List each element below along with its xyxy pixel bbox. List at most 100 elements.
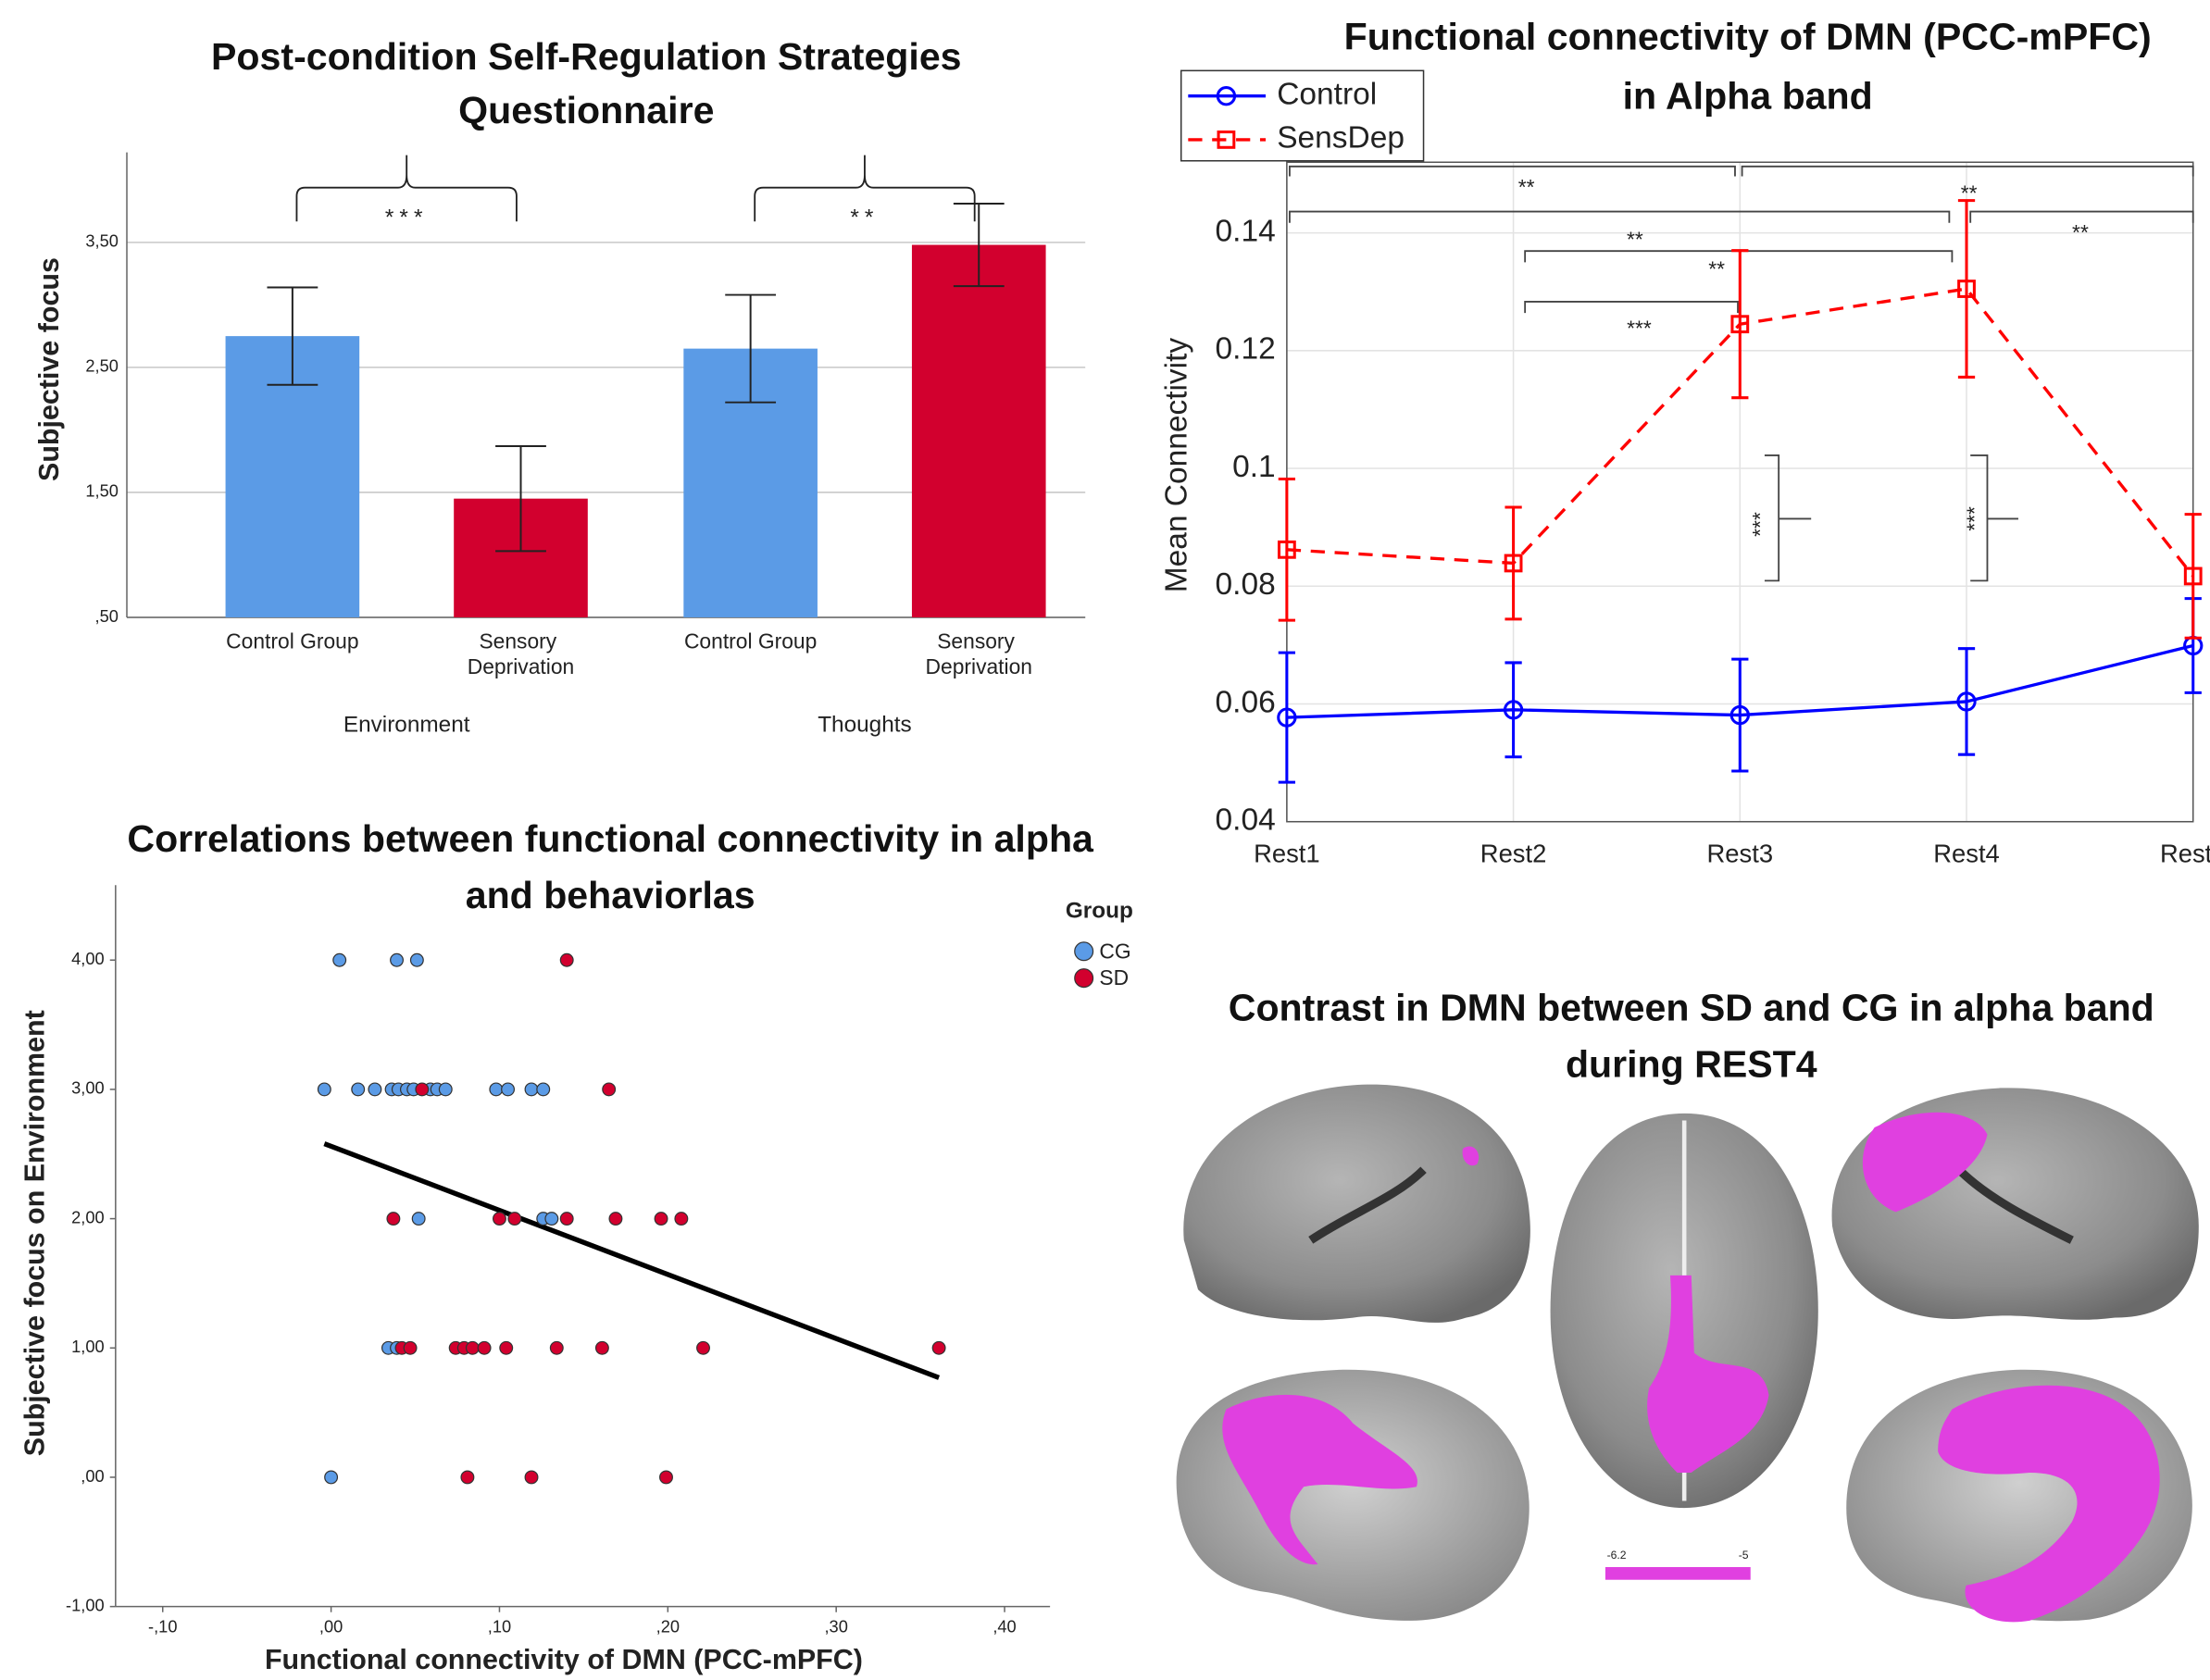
y-axis-label: Subjective focus on Environment (19, 1010, 51, 1456)
chart-title: Questionnaire (458, 89, 714, 131)
figure: Post-condition Self-Regulation Strategie… (0, 0, 2210, 1680)
y-tick-label: 0.04 (1216, 803, 1276, 838)
brain-lateral-left (1183, 1085, 1530, 1323)
y-tick-label: 0.12 (1216, 332, 1276, 367)
x-tick-label: Rest1 (1254, 839, 1320, 867)
point (660, 1471, 673, 1484)
point (932, 1341, 945, 1354)
y-tick-label: 2,50 (85, 356, 119, 376)
x-tick-label: Rest2 (1480, 839, 1547, 867)
x-tick-label: ,30 (824, 1616, 847, 1636)
x-tick-label: ,00 (319, 1616, 343, 1636)
y-tick-label: ,50 (94, 606, 118, 626)
point (596, 1341, 609, 1354)
point (333, 953, 346, 966)
bar (912, 245, 1046, 617)
chart-title: during REST4 (1566, 1042, 1817, 1085)
point (502, 1083, 515, 1096)
point (560, 1213, 573, 1226)
point (325, 1471, 338, 1484)
point (697, 1341, 710, 1354)
y-tick-label: 4,00 (71, 949, 105, 968)
point (500, 1341, 513, 1354)
y-axis-label: Mean Connectivity (1160, 338, 1194, 593)
significance-bracket (1290, 167, 1735, 177)
legend-marker (1075, 942, 1093, 961)
x-tick-label: ,10 (488, 1616, 511, 1636)
y-tick-label: ,00 (81, 1466, 104, 1486)
point (545, 1213, 558, 1226)
brain-medial-left (1177, 1370, 1530, 1621)
x-group-label: Thoughts (818, 713, 912, 738)
significance-bracket (1742, 167, 2193, 177)
legend-marker (1075, 969, 1093, 988)
significance-label: *** (1962, 506, 1986, 531)
significance-label: ** (1518, 175, 1535, 199)
legend-title: Group (1066, 899, 1133, 924)
y-tick-label: 2,00 (71, 1207, 105, 1226)
x-tick-label: Sensory Deprivation (926, 628, 1032, 678)
point (467, 1341, 480, 1354)
regression-line (324, 1144, 939, 1378)
chart-title: Post-condition Self-Regulation Strategie… (211, 35, 962, 78)
colorbar-label: -6.2 (1607, 1549, 1627, 1562)
x-tick-label: ,40 (993, 1616, 1016, 1636)
point (404, 1341, 417, 1354)
point (461, 1471, 474, 1484)
point (439, 1083, 452, 1096)
point (525, 1083, 538, 1096)
x-tick-label: Control Group (226, 628, 358, 653)
point (352, 1083, 365, 1096)
chart-title: in Alpha band (1623, 75, 1873, 118)
point (560, 953, 573, 966)
point (493, 1213, 506, 1226)
point (655, 1213, 668, 1226)
point (368, 1083, 381, 1096)
y-tick-label: 1,50 (85, 481, 119, 501)
significance-label: *** (385, 205, 429, 230)
point (412, 1213, 425, 1226)
point (603, 1083, 616, 1096)
x-tick-label: -,10 (148, 1616, 177, 1636)
point (609, 1213, 622, 1226)
significance-label: *** (1748, 512, 1772, 537)
chart-title: and behaviorlas (466, 874, 755, 916)
legend-label: Control (1277, 78, 1377, 112)
y-tick-label: 1,00 (71, 1337, 105, 1356)
significance-bracket (1290, 212, 1949, 223)
point (550, 1341, 563, 1354)
legend-label: SensDep (1277, 121, 1405, 156)
point (411, 953, 424, 966)
x-tick-label: ,20 (656, 1616, 680, 1636)
colorbar-label: -5 (1739, 1549, 1749, 1562)
legend-label: SD (1099, 965, 1129, 989)
y-tick-label: 0.1 (1232, 450, 1276, 484)
point (318, 1083, 331, 1096)
point (416, 1083, 429, 1096)
significance-label: ** (1627, 228, 1643, 252)
chart-title: Contrast in DMN between SD and CG in alp… (1229, 987, 2154, 1029)
x-tick-label: Control Group (684, 628, 817, 653)
y-tick-label: 0.14 (1216, 214, 1276, 248)
point (508, 1213, 521, 1226)
brain-images (1177, 1085, 2199, 1623)
chart-title: Correlations between functional connecti… (127, 817, 1094, 860)
significance-label: ** (850, 205, 879, 230)
point (525, 1471, 538, 1484)
significance-label: ** (2072, 220, 2089, 244)
x-group-label: Environment (343, 713, 470, 738)
y-tick-label: 0.08 (1216, 567, 1276, 602)
point (387, 1213, 400, 1226)
y-tick-label: 0.06 (1216, 685, 1276, 719)
y-axis-label: Subjective focus (33, 257, 65, 481)
page: {"chart_data": [ {"type": "bar", "title"… (0, 0, 2210, 1680)
y-tick-label: -1,00 (66, 1595, 105, 1614)
point (391, 953, 404, 966)
x-tick-label: Rest5 (2160, 839, 2210, 867)
x-tick-label: Sensory Deprivation (468, 628, 574, 678)
colorbar (1605, 1567, 1751, 1580)
point (478, 1341, 491, 1354)
point (675, 1213, 688, 1226)
x-tick-label: Rest4 (1933, 839, 2000, 867)
error-bar (2185, 515, 2202, 639)
